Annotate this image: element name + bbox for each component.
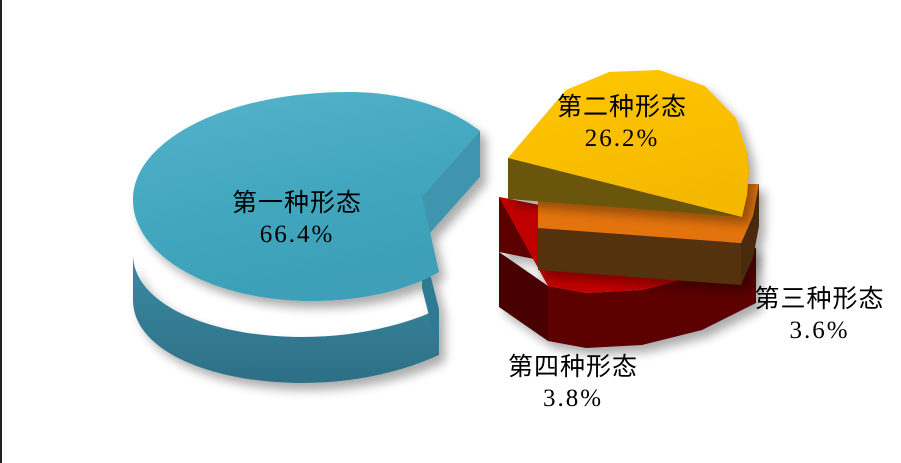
pie-label-slice-4-value: 3.8% [542, 384, 604, 412]
pie-label-slice-3-value: 3.6% [789, 316, 850, 344]
pie-label-slice-2-value: 26.2% [584, 124, 660, 152]
pie-label-slice-3: 第三种形态 3.6% [737, 284, 901, 345]
pie-slice-1[interactable] [133, 92, 480, 383]
pie-slice-2-top [508, 70, 749, 217]
pie-label-slice-4-name: 第四种形态 [507, 352, 638, 381]
pie-label-slice-1-value: 66.4% [259, 220, 335, 248]
pie-slice-3-side-right [538, 228, 741, 285]
pie-slice-1-side-outer [133, 254, 439, 383]
pie-slice-4-side-right [499, 252, 548, 341]
pie-label-slice-2: 第二种形态 26.2% [522, 92, 722, 153]
pie-label-slice-4: 第四种形态 3.8% [478, 352, 668, 413]
pie-slice-1-top [133, 92, 480, 301]
pie-slice-4-side-outer [548, 248, 756, 348]
pie-label-slice-1: 第一种形态 66.4% [187, 188, 407, 249]
pie-label-slice-2-name: 第二种形态 [556, 92, 687, 121]
pie-slice-2[interactable] [508, 70, 749, 217]
pie-label-slice-1-name: 第一种形态 [231, 188, 362, 217]
pie-label-slice-3-name: 第三种形态 [754, 284, 885, 313]
pie-slice-1-side-notch-upper [422, 131, 480, 242]
pie-slice-3-side-outer [741, 184, 759, 285]
